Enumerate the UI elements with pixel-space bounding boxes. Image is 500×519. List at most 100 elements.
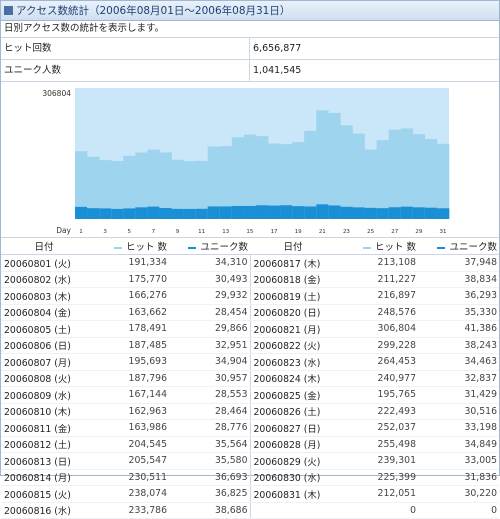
row-date: 20060823 (水) xyxy=(250,353,336,371)
row-hits: 252,037 xyxy=(336,419,418,437)
row-date: 20060801 (火) xyxy=(1,254,87,272)
unique-bar xyxy=(135,207,148,219)
x-tick-label: 15 xyxy=(246,229,253,235)
row-hits: 212,051 xyxy=(336,485,418,503)
row-hits: 205,547 xyxy=(87,452,169,470)
unique-bar xyxy=(183,208,196,219)
hits-bar xyxy=(352,133,365,219)
hits-bar xyxy=(159,152,172,219)
unique-bar xyxy=(231,205,245,219)
row-hits: 191,334 xyxy=(87,254,169,272)
row-unique: 35,330 xyxy=(418,304,499,321)
unique-bar xyxy=(207,206,221,219)
row-hits: 216,897 xyxy=(336,287,418,305)
row-date: 20060803 (木) xyxy=(1,287,87,305)
table-header: 日付 ヒット 数 ユニーク数 日付 ヒット 数 ユニーク数 xyxy=(1,238,499,255)
unique-bar xyxy=(352,207,365,219)
unique-bar xyxy=(219,206,233,219)
hits-bar xyxy=(376,140,389,219)
unique-bar xyxy=(99,208,112,219)
hits-bar xyxy=(328,112,341,219)
row-hits: 255,498 xyxy=(336,436,418,453)
row-unique: 28,553 xyxy=(169,386,251,404)
unique-header: ユニーク数 xyxy=(418,238,499,255)
unique-bar xyxy=(243,205,257,219)
row-hits: 211,227 xyxy=(336,271,418,288)
table-row: 20060807 (月) 195,693 34,904 20060823 (水) 264… xyxy=(1,353,499,371)
unique-bar xyxy=(195,208,209,219)
unique-bar xyxy=(280,205,293,219)
unique-bar xyxy=(412,207,426,219)
table-row: 20060810 (木) 162,963 28,464 20060826 (土) 222… xyxy=(1,403,499,420)
row-date: 20060810 (木) xyxy=(1,403,87,420)
row-hits: 162,963 xyxy=(87,403,169,420)
hits-bar xyxy=(123,155,136,219)
date-header: 日付 xyxy=(250,238,336,255)
chart-area: 306804 Day 1 3 5 7 9 11 13 15 17 19 21 23 25 27 29 31 xyxy=(1,82,499,238)
row-hits: 306,804 xyxy=(336,320,418,338)
unique-bar xyxy=(364,207,377,219)
square-icon xyxy=(4,6,13,15)
hits-bar xyxy=(388,129,402,219)
row-hits: 175,770 xyxy=(87,271,169,288)
row-hits: 0 xyxy=(336,502,418,519)
hits-bar xyxy=(99,160,112,219)
row-date: 20060802 (水) xyxy=(1,271,87,288)
hits-value: 6,656,877 xyxy=(253,43,302,54)
row-unique: 34,463 xyxy=(418,353,499,371)
hits-bar xyxy=(364,149,377,219)
row-unique: 34,310 xyxy=(169,254,251,272)
unique-label: ユニーク人数 xyxy=(1,60,250,81)
row-date: 20060806 (日) xyxy=(1,337,87,354)
x-tick-label: 7 xyxy=(152,229,156,235)
row-hits: 239,301 xyxy=(336,452,418,470)
row-date: 20060814 (月) xyxy=(1,469,87,486)
row-date: 20060804 (金) xyxy=(1,304,87,321)
row-hits: 248,576 xyxy=(336,304,418,321)
row-unique: 33,005 xyxy=(418,452,499,470)
unique-bar xyxy=(87,208,100,219)
x-tick-label: 1 xyxy=(79,229,83,235)
hits-header: ヒット 数 xyxy=(87,238,169,255)
row-unique: 38,686 xyxy=(169,502,251,519)
row-date: 20060826 (土) xyxy=(250,403,336,420)
unique-bar xyxy=(171,208,184,219)
hits-bar xyxy=(147,149,160,219)
unique-bar xyxy=(123,208,136,219)
description: 日別アクセス数の統計を表示します。 xyxy=(1,21,499,38)
table-row: 20060814 (月) 230,511 36,693 20060830 (水) 225… xyxy=(1,469,499,486)
row-unique: 36,825 xyxy=(169,485,251,503)
row-unique: 37,948 xyxy=(418,254,499,272)
table-row: 20060815 (火) 238,074 36,825 20060831 (木) 212… xyxy=(1,485,499,503)
table-row: 20060803 (木) 166,276 29,932 20060819 (土) 216… xyxy=(1,287,499,305)
unique-bar xyxy=(111,208,124,219)
unique-bar xyxy=(255,205,269,219)
table-row: 20060809 (水) 167,144 28,553 20060825 (金) 195… xyxy=(1,386,499,404)
row-date: 20060824 (木) xyxy=(250,370,336,387)
row-date xyxy=(250,502,336,519)
row-date: 20060829 (火) xyxy=(250,452,336,470)
row-date: 20060809 (水) xyxy=(1,386,87,404)
table-row: 20060811 (金) 163,986 28,776 20060827 (日) 252… xyxy=(1,419,499,437)
row-date: 20060808 (火) xyxy=(1,370,87,387)
row-hits: 178,491 xyxy=(87,320,169,338)
unique-bar xyxy=(328,205,341,219)
unique-bar xyxy=(159,208,172,219)
row-date: 20060818 (金) xyxy=(250,271,336,288)
hits-bar xyxy=(171,159,184,219)
row-hits: 299,228 xyxy=(336,337,418,354)
row-date: 20060813 (日) xyxy=(1,452,87,470)
row-hits: 195,693 xyxy=(87,353,169,371)
row-date: 20060805 (土) xyxy=(1,320,87,338)
row-date: 20060819 (土) xyxy=(250,287,336,305)
hits-label: ヒット回数 xyxy=(1,38,250,59)
hits-bar xyxy=(231,137,245,219)
unique-bar xyxy=(304,206,317,219)
date-header: 日付 xyxy=(1,238,87,255)
hits-bar xyxy=(292,142,305,219)
unique-bar xyxy=(147,206,160,219)
row-unique: 38,243 xyxy=(418,337,499,354)
page-title: アクセス数統計（2006年08月01日〜2006年08月31日） xyxy=(16,5,291,17)
row-unique: 29,932 xyxy=(169,287,251,305)
hits-bar xyxy=(304,130,317,219)
